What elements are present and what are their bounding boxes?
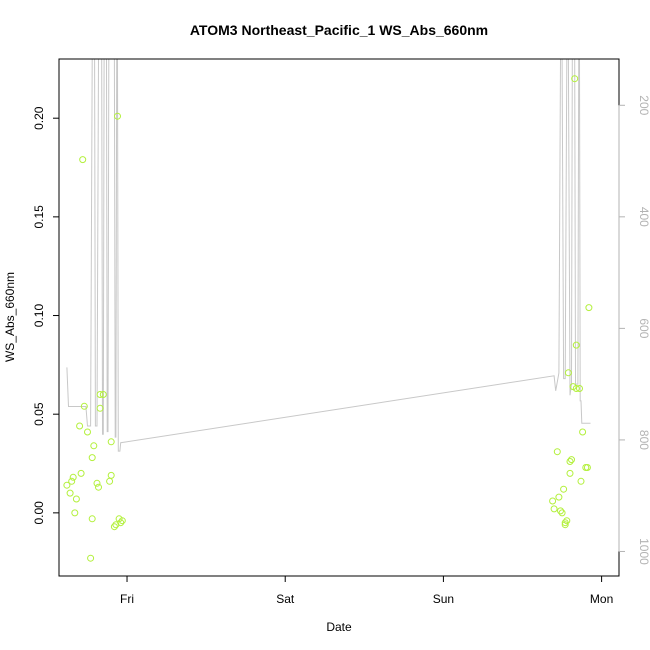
data-point-32 [555,493,563,501]
data-point-20 [106,477,114,485]
data-point-42 [568,456,575,464]
y-tick-label-0: 0.00 [32,501,46,525]
y2-tick-label-1: 400 [637,207,650,227]
data-point-23 [110,523,118,531]
x-axis: Fri Sat Sun Mon [120,576,613,606]
data-point-13 [88,454,96,462]
data-point-37 [561,521,569,529]
data-point-35 [560,485,568,493]
right-axis-line-series [66,58,591,452]
data-point-47 [576,385,583,392]
data-point-19 [99,391,107,398]
data-point-25 [114,112,121,120]
data-point-39 [564,369,572,377]
x-tick-label-0: Fri [120,592,134,606]
series-line [66,58,591,452]
data-point-14 [90,442,98,450]
y2-tick-label-3: 800 [637,430,650,450]
y-tick-label-4: 0.20 [32,106,46,130]
data-point-10 [84,428,91,436]
data-point-29 [549,497,557,505]
data-point-28 [118,517,126,525]
data-point-3 [69,473,77,481]
data-point-1 [66,489,74,497]
data-point-8 [79,156,87,164]
data-point-51 [583,464,591,471]
data-point-15 [93,479,101,487]
y-tick-label-1: 0.05 [32,402,46,426]
data-point-30 [550,505,558,513]
data-point-18 [96,391,104,398]
y-tick-label-3: 0.15 [32,205,46,229]
data-point-21 [107,438,115,446]
x-tick-label-1: Sat [276,592,295,606]
data-point-34 [558,509,566,517]
data-point-31 [553,448,561,456]
x-tick-label-2: Sun [433,592,454,606]
data-point-45 [572,341,580,349]
y2-tick-label-2: 600 [637,318,650,338]
data-point-52 [585,304,593,312]
data-point-44 [571,75,579,83]
x-tick-label-3: Mon [590,592,613,606]
data-point-36 [561,519,569,527]
chart-title: ATOM3 Northeast_Pacific_1 WS_Abs_660nm [190,22,488,38]
data-point-7 [77,469,85,477]
data-point-9 [80,402,88,410]
data-point-6 [76,422,84,430]
y-axis: 0.00 0.05 0.10 0.15 0.20 [32,106,59,525]
data-point-2 [68,477,76,485]
y2-tick-label-4: 1000 [637,538,650,565]
scatter-points [63,75,593,562]
y-tick-label-2: 0.10 [32,304,46,328]
plot-frame [58,58,620,577]
data-point-49 [579,428,587,436]
data-point-11 [87,554,95,562]
data-point-0 [63,481,71,489]
data-point-38 [563,517,571,525]
data-point-16 [95,483,102,491]
data-point-4 [71,509,79,517]
y2-tick-label-0: 200 [637,95,650,115]
data-point-48 [577,477,585,485]
data-point-41 [566,458,574,465]
data-point-22 [107,471,115,479]
data-point-5 [72,495,80,503]
y-axis-label: WS_Abs_660nm [3,272,17,362]
data-point-27 [117,519,125,527]
data-point-46 [572,385,580,392]
data-point-33 [557,507,564,515]
data-point-40 [566,469,574,477]
right-y-axis: 200 400 600 800 1000 [618,95,650,565]
x-axis-label: Date [326,620,352,634]
data-point-12 [88,515,96,523]
data-point-17 [96,404,104,412]
